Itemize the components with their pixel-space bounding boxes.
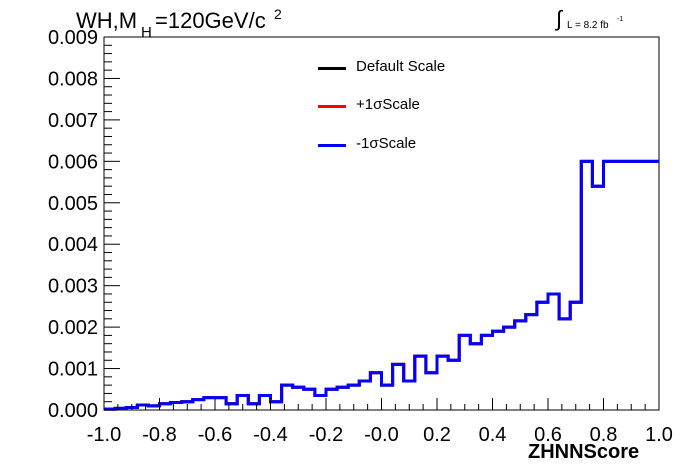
y-tick-label: 0.003	[48, 276, 98, 298]
y-tick-label: 0.000	[48, 400, 98, 422]
y-tick-label: 0.006	[48, 151, 98, 173]
axes-frame	[103, 36, 660, 411]
legend-entry-minus1sigma: -1σScale	[318, 133, 518, 157]
x-tick-label: -0.4	[253, 424, 287, 446]
x-tick-label: -0.8	[142, 424, 176, 446]
chart-title-rest: =120GeV/c	[155, 8, 266, 33]
x-tick-label: 0.2	[423, 424, 451, 446]
y-tick-label: 0.007	[48, 110, 98, 132]
integral-symbol: ∫	[556, 6, 563, 31]
ticks-layer	[103, 36, 660, 411]
chart-title-superscript: 2	[274, 6, 282, 22]
legend-label-minus1sigma: -1σScale	[356, 135, 417, 152]
x-tick-label: 0.6	[534, 424, 562, 446]
y-tick-label: 0.002	[48, 317, 98, 339]
x-axis-label: ZHNNScore	[528, 441, 640, 463]
luminosity-text: L = 8.2 fb	[567, 20, 609, 31]
x-tick-label: -0.6	[198, 424, 232, 446]
legend-swatch-minus1sigma	[318, 144, 346, 147]
chart-title-subscript: H	[141, 24, 152, 41]
x-tick-label: -0.2	[309, 424, 343, 446]
series-line-minus1sigma	[104, 159, 659, 411]
x-tick-label: 1.0	[645, 424, 673, 446]
legend-swatch-plus1sigma	[318, 105, 346, 108]
legend-swatch-default	[318, 67, 346, 70]
tick-labels-layer: -1.0 -0.8 -0.6 -0.4 -0.2 -0.0 0.2 0.4 0.6 0.8 1.0 0…	[48, 27, 673, 446]
plot-frame	[103, 36, 660, 411]
legend-entry-default: Default Scale	[318, 56, 518, 80]
legend-entry-plus1sigma: +1σScale	[318, 94, 518, 118]
x-tick-label: 0.4	[479, 424, 507, 446]
y-tick-label: 0.005	[48, 193, 98, 215]
legend-label-default: Default Scale	[356, 58, 446, 75]
chart-title-prefix: WH,M	[76, 8, 138, 33]
series-layer	[104, 159, 659, 411]
x-tick-label: -1.0	[87, 424, 121, 446]
y-tick-label: 0.004	[48, 234, 98, 256]
luminosity-superscript: -1	[617, 16, 624, 23]
x-tick-label: -0.0	[364, 424, 398, 446]
y-tick-label: 0.001	[48, 359, 98, 381]
y-tick-label: 0.009	[48, 27, 98, 49]
x-tick-label: 0.8	[590, 424, 618, 446]
y-tick-label: 0.008	[48, 68, 98, 90]
legend-label-plus1sigma: +1σScale	[356, 96, 420, 113]
